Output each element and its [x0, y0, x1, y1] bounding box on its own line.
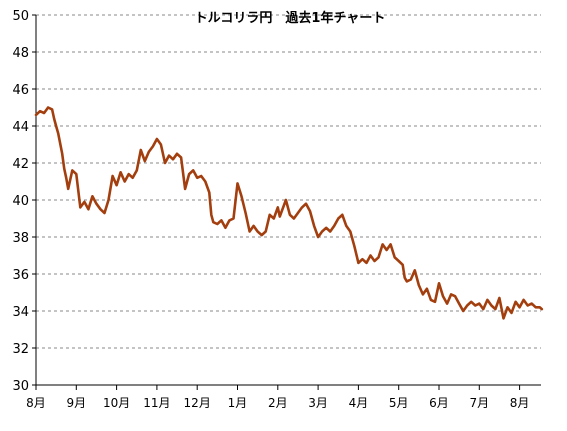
x-tick-label: 7月: [469, 396, 489, 410]
y-tick-label: 44: [12, 120, 29, 135]
y-tick-label: 40: [12, 194, 29, 209]
y-tick-label: 36: [12, 268, 29, 283]
x-tick-label: 3月: [308, 396, 328, 410]
series-line-0: [34, 106, 544, 320]
y-axis-tick-labels: 30 32 34 36 38 40 42 44 46 48 50: [12, 9, 29, 394]
y-tick-label: 50: [12, 9, 29, 24]
x-tick-label: 4月: [349, 396, 369, 410]
x-axis-tick-labels: 8月 9月 10月 11月 12月 1月 2月 3月 4月 5月 6月 7月 8月: [26, 396, 529, 410]
x-tick-label: 1月: [228, 396, 248, 410]
chart-title: トルコリラ円 過去1年チャート: [195, 10, 386, 26]
grid-lines: [36, 14, 541, 349]
axes: [32, 14, 541, 390]
x-tick-label: 10月: [103, 396, 130, 410]
x-tick-label: 8月: [510, 396, 530, 410]
y-tick-label: 30: [12, 379, 29, 394]
x-tick-label: 12月: [184, 396, 211, 410]
y-tick-label: 48: [12, 46, 29, 61]
x-tick-label: 2月: [268, 396, 288, 410]
y-tick-label: 42: [12, 157, 29, 172]
x-tick-label: 9月: [66, 396, 86, 410]
y-tick-label: 46: [12, 83, 29, 98]
series-layer: [34, 106, 544, 320]
x-tick-label: 11月: [143, 396, 170, 410]
x-tick-label: 8月: [26, 396, 46, 410]
x-tick-label: 5月: [389, 396, 409, 410]
y-tick-label: 34: [12, 305, 29, 320]
y-tick-label: 32: [12, 342, 29, 357]
y-tick-label: 38: [12, 231, 29, 246]
x-tick-label: 6月: [429, 396, 449, 410]
